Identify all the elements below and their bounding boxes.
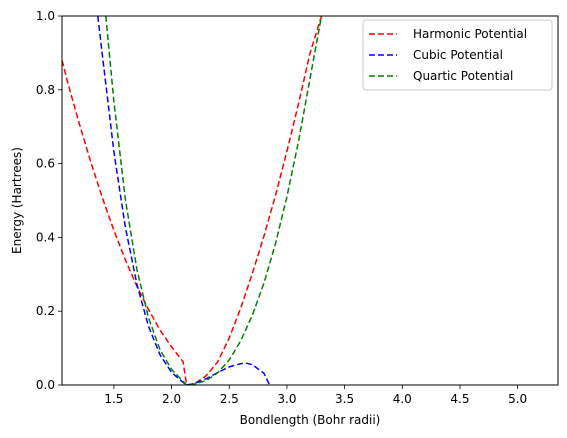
- legend-label-quartic-potential: Quartic Potential: [413, 69, 513, 83]
- legend-label-cubic-potential: Cubic Potential: [413, 48, 503, 62]
- legend-label-harmonic-potential: Harmonic Potential: [413, 27, 527, 41]
- y-axis-label: Energy (Hartrees): [10, 147, 24, 254]
- quartic-potential-line: [105, 16, 323, 385]
- x-tick-label: 1.5: [104, 392, 123, 406]
- x-axis-ticks: 1.5 2.0 2.5 3.0 3.5 4.0 4.5 5.0: [104, 385, 527, 406]
- x-tick-label: 2.5: [220, 392, 239, 406]
- legend: Harmonic Potential Cubic Potential Quartic…: [362, 19, 553, 91]
- series-layer: [62, 16, 323, 385]
- y-tick-label: 1.0: [36, 9, 55, 23]
- y-tick-label: 0.8: [36, 83, 55, 97]
- y-tick-label: 0.6: [36, 157, 55, 171]
- x-tick-label: 4.0: [393, 392, 412, 406]
- y-tick-label: 0.4: [36, 230, 55, 244]
- x-tick-label: 4.5: [450, 392, 469, 406]
- x-tick-label: 3.0: [277, 392, 296, 406]
- legend-box: [362, 19, 553, 91]
- y-axis-ticks: 0.0 0.2 0.4 0.6 0.8 1.0: [36, 9, 62, 392]
- plot-frame: [61, 15, 559, 386]
- y-tick-label: 0.2: [36, 304, 55, 318]
- x-tick-label: 5.0: [508, 392, 527, 406]
- x-axis-label: Bondlength (Bohr radii): [240, 413, 381, 427]
- x-tick-label: 3.5: [335, 392, 354, 406]
- cubic-potential-line: [97, 16, 271, 385]
- x-tick-label: 2.0: [162, 392, 181, 406]
- y-tick-label: 0.0: [36, 378, 55, 392]
